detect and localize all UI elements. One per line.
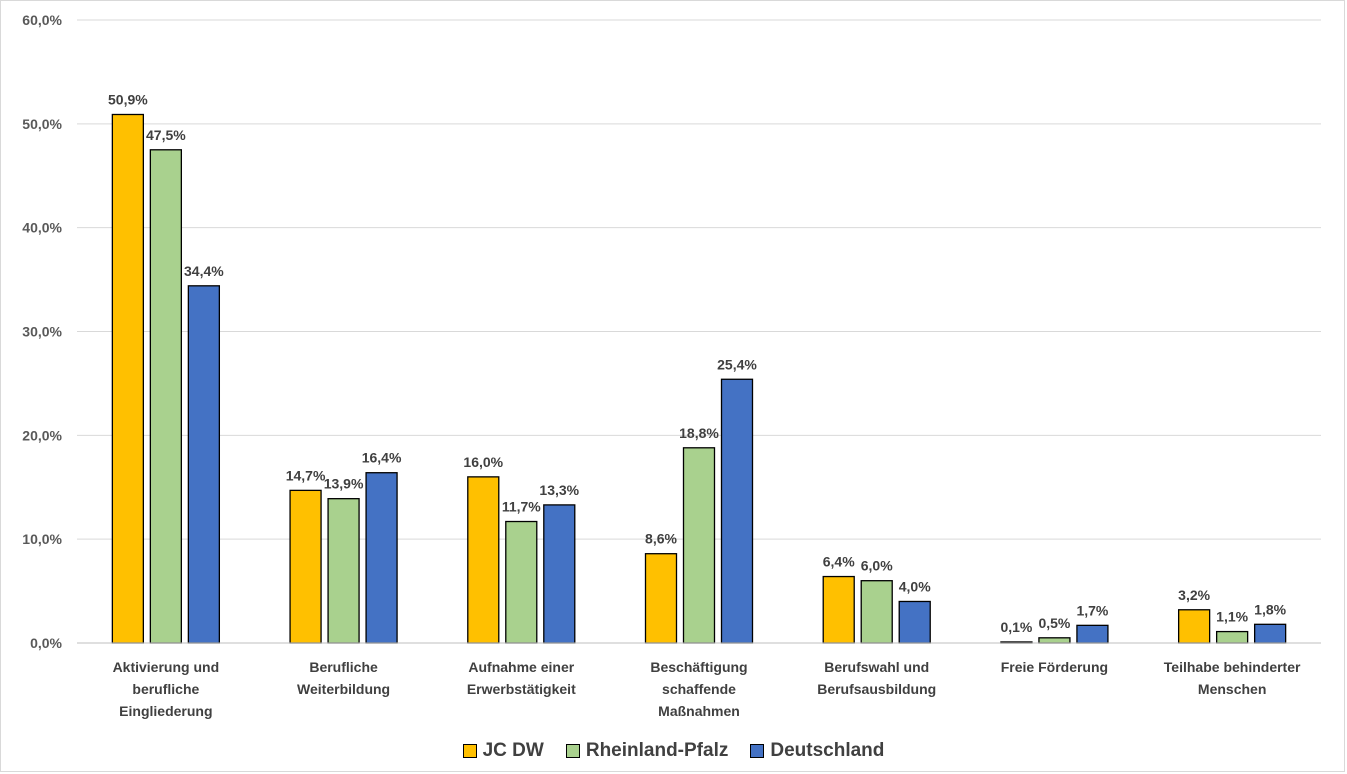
data-label: 13,9% [324,476,364,492]
x-tick-label: Aktivierung und berufliche Eingliederung [113,659,220,719]
y-tick-label: 30,0% [22,324,62,340]
data-label: 1,8% [1254,601,1286,617]
bar [1076,624,1109,644]
bar [505,520,538,644]
legend-item: JC DW [462,740,544,762]
x-tick-label-line: Teilhabe behinderter [1164,659,1301,675]
grid-lines [77,19,1321,540]
bar [111,113,145,644]
bar [720,378,754,644]
x-axis: Aktivierung und berufliche Eingliederung Be… [77,642,1321,719]
x-tick-label-line: Eingliederung [119,703,212,719]
y-tick-label: 10,0% [22,531,62,547]
bar [860,580,893,644]
x-tick-label-line: Erwerbstätigkeit [467,681,576,697]
x-tick-label-line: Menschen [1198,681,1266,697]
data-label: 0,1% [1000,619,1032,635]
legend-item: Rheinland-Pfalz [565,740,729,762]
data-label: 0,5% [1038,615,1070,631]
x-tick-label: Freie Förderung [1001,659,1108,675]
data-label: 8,6% [645,531,677,547]
bar [1215,630,1249,644]
data-label: 13,3% [539,482,579,498]
data-label: 47,5% [146,127,186,143]
data-label: 6,4% [823,554,855,570]
x-tick-label-line: berufliche [132,681,199,697]
x-tick-label: Berufswahl und Berufsausbildung [817,659,936,697]
x-tick-label-line: schaffende [662,681,736,697]
x-tick-label-line: Berufliche [309,659,378,675]
y-tick-label: 60,0% [22,12,62,28]
data-label: 4,0% [899,578,931,594]
x-tick-label-line: Maßnahmen [658,703,740,719]
bar [149,149,183,644]
y-tick-label: 20,0% [22,427,62,443]
x-tick-label-line: Aktivierung und [113,659,220,675]
legend-label: JC DW [482,740,544,761]
bar [467,476,500,644]
bar [1177,609,1211,644]
y-tick-label: 0,0% [30,635,62,651]
data-label: 25,4% [717,356,757,372]
x-tick-label: Aufnahme einer Erwerbstätigkeit [467,659,576,697]
bar [898,600,931,644]
x-tick-label: Berufliche Weiterbildung [297,659,390,697]
data-label: 50,9% [108,91,148,107]
legend-swatch [750,744,765,758]
data-label: 16,4% [362,450,402,466]
x-tick-label-line: Freie Förderung [1001,659,1108,675]
data-label: 6,0% [861,558,893,574]
y-tick-label: 40,0% [22,220,62,236]
data-labels: 50,9% 47,5% 34,4% 14,7%13,9% 16,4% 16,0% 11,7%… [108,91,1287,634]
bar [1253,623,1287,644]
data-label: 18,8% [679,425,719,441]
data-label: 34,4% [184,263,224,279]
legend-item: Deutschland [750,740,884,762]
legend-swatch [462,744,477,758]
data-label: 3,2% [1178,587,1210,603]
bar [1038,637,1071,644]
data-label: 1,7% [1076,602,1108,618]
bar [327,498,360,644]
data-label: 16,0% [463,454,503,470]
bar [822,575,855,644]
data-label: 1,1% [1216,609,1248,625]
y-tick-label: 50,0% [22,116,62,132]
bar [682,447,716,644]
x-tick-label: Beschäftigung schaffende Maßnahmen [650,659,747,719]
bars [111,113,1287,644]
x-tick-label-line: Beschäftigung [650,659,747,675]
bar [644,553,678,644]
data-label: 14,7% [286,467,326,483]
x-tick-label-line: Berufswahl und [824,659,929,675]
bar [289,489,322,644]
y-axis: 0,0% 10,0% 20,0% 30,0% 40,0% 50,0% 60,0% [22,12,62,651]
x-tick-label: Teilhabe behinderter Menschen [1164,659,1301,697]
x-tick-label-line: Berufsausbildung [817,681,936,697]
legend: JC DW Rheinland-Pfalz Deutschland [0,740,1347,762]
x-tick-label-line: Aufnahme einer [468,659,574,675]
legend-swatch [565,744,580,758]
bar [187,285,221,644]
legend-label: Deutschland [770,740,885,761]
x-tick-label-line: Weiterbildung [297,681,390,697]
bar [365,472,398,644]
data-label: 11,7% [502,499,541,515]
legend-label: Rheinland-Pfalz [585,740,729,761]
bar [543,504,576,644]
